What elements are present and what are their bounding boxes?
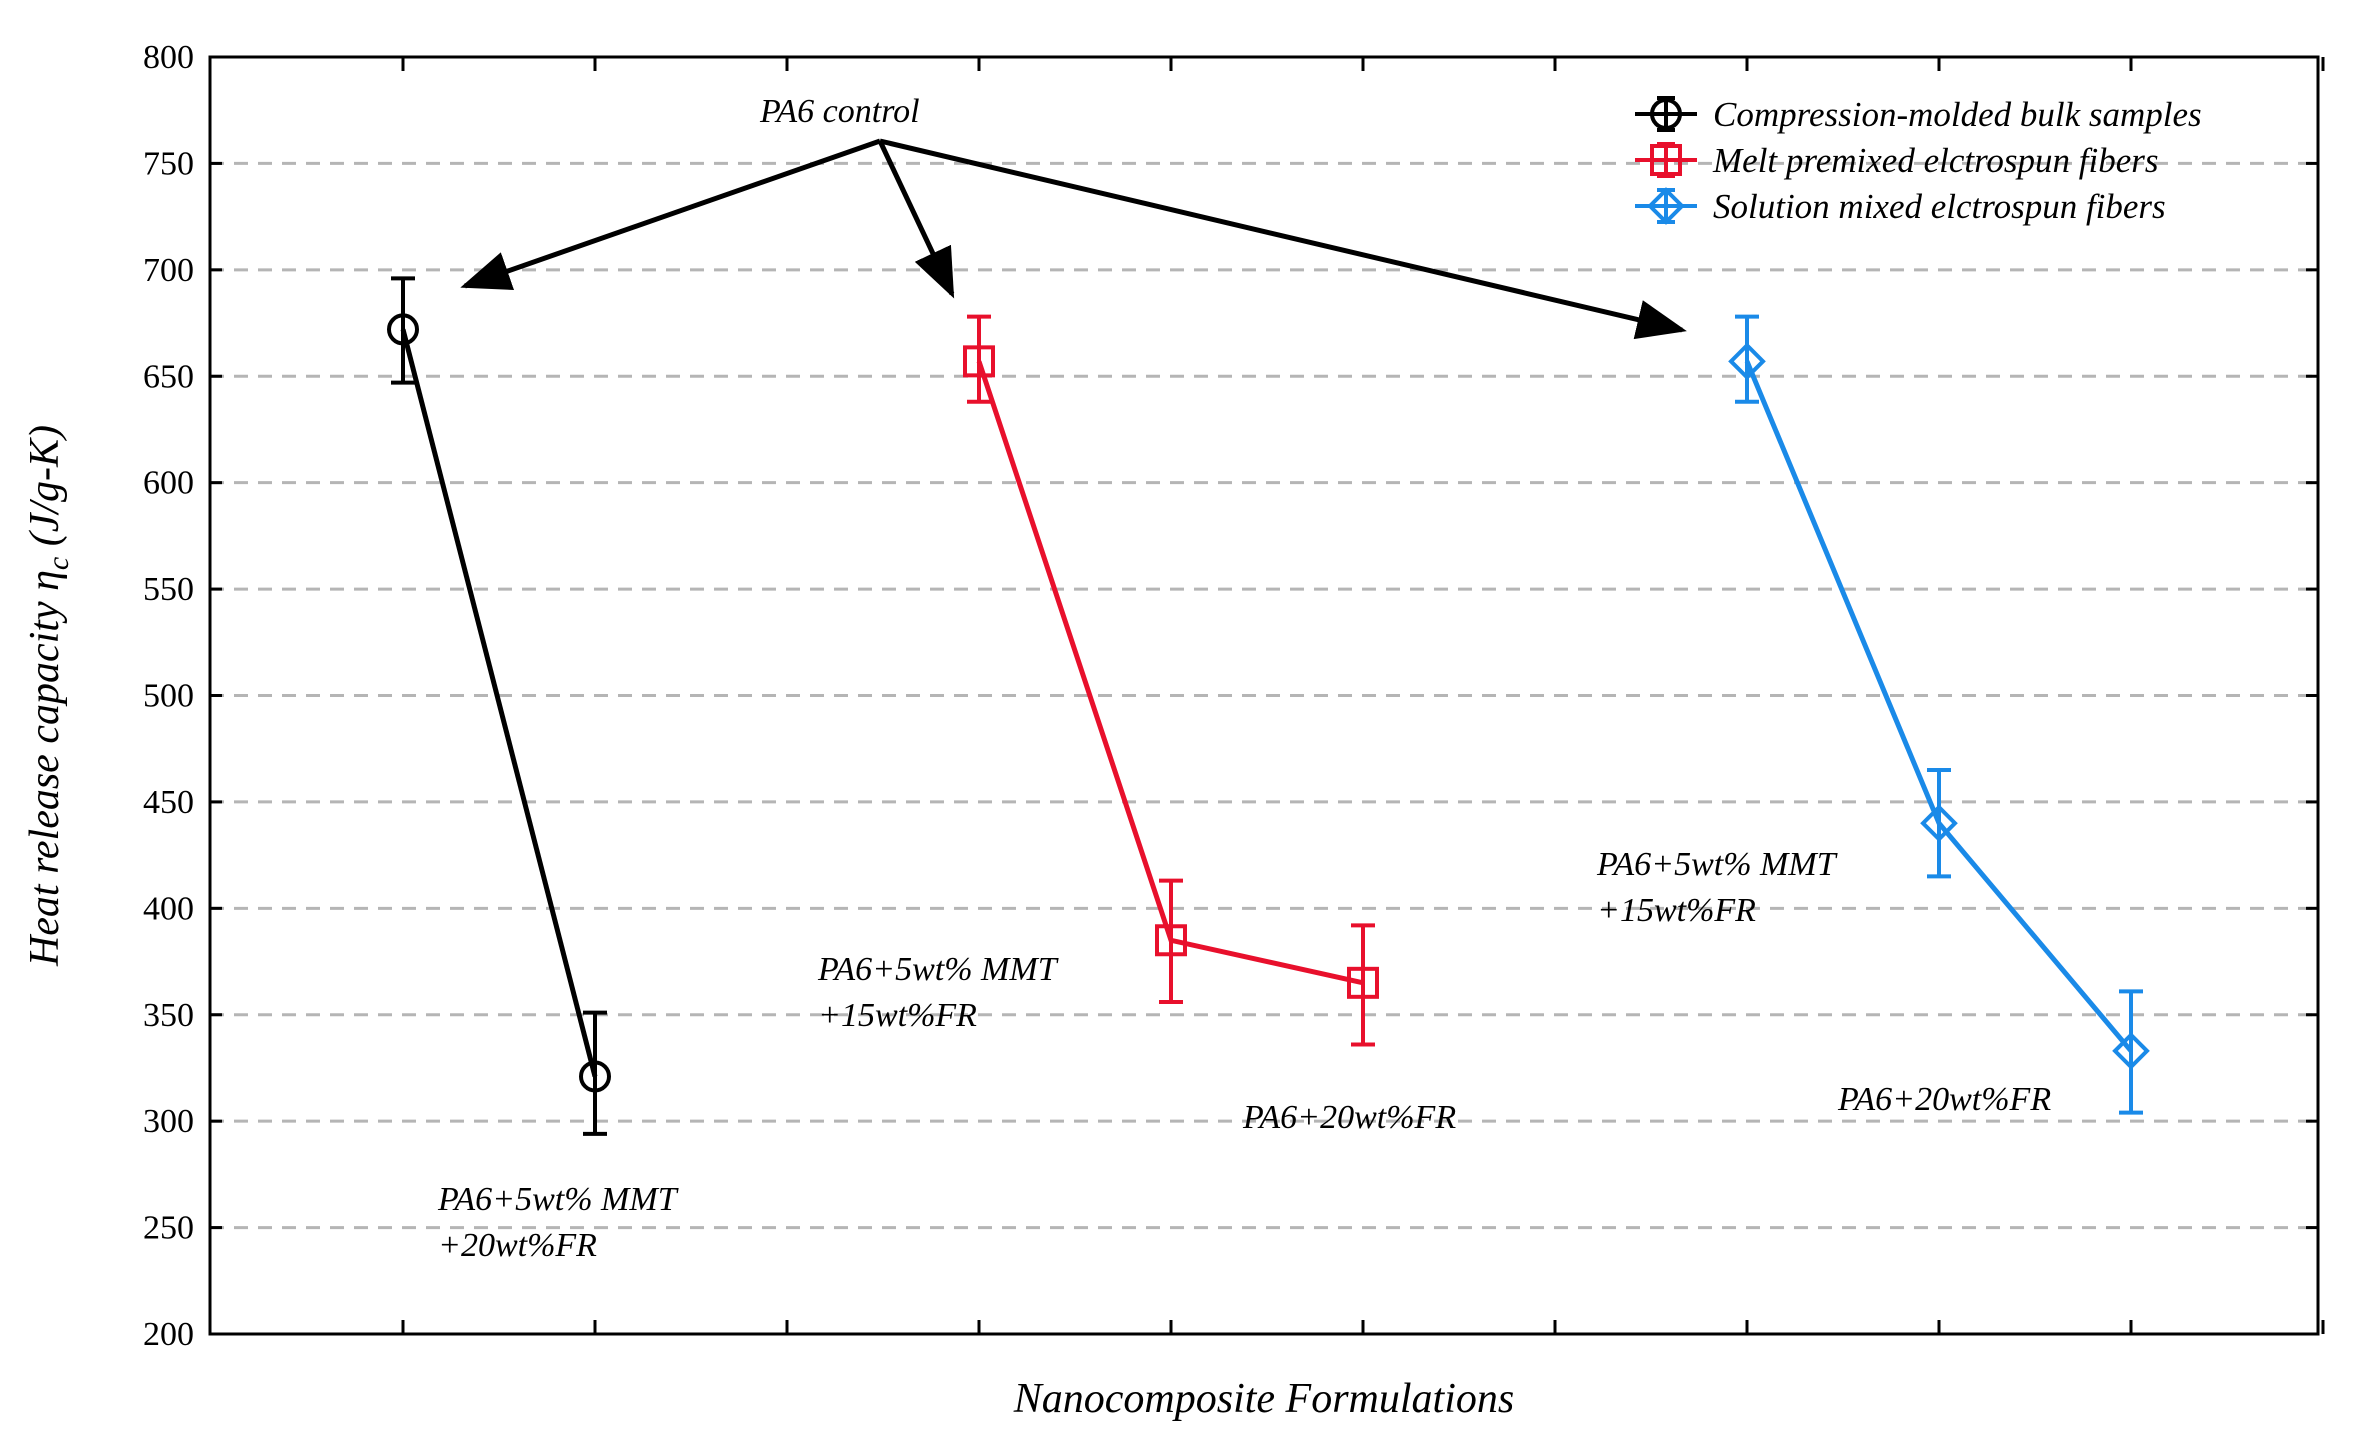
axis-ticks: 200 250 300 350 400 450 500 550 600 650 700 750 800 — [143, 39, 2325, 1353]
annotation-line: +15wt%FR — [818, 997, 977, 1034]
data-point — [1650, 98, 1682, 130]
y-tick-label: 700 — [143, 252, 194, 289]
arrow — [877, 139, 955, 299]
data-point — [1728, 342, 1766, 381]
annotation-red-low: PA6+20wt%FR — [1242, 1099, 1456, 1136]
series-line — [400, 328, 598, 1078]
arrow — [879, 138, 1687, 340]
annotation-black-low: PA6+5wt% MMT +20wt%FR — [437, 1181, 679, 1264]
series-2 — [963, 314, 1379, 1047]
y-tick-label: 650 — [143, 358, 194, 395]
annotation-line: PA6+5wt% MMT — [437, 1181, 679, 1218]
annotation-line: PA6+5wt% MMT — [1596, 846, 1838, 883]
annotation-line: PA6+5wt% MMT — [817, 951, 1059, 988]
y-tick-label: 300 — [143, 1103, 194, 1140]
data-point — [1650, 144, 1682, 176]
y-tick-label: 550 — [143, 571, 194, 608]
legend-label: Compression-molded bulk samples — [1713, 95, 2202, 134]
data-point — [1347, 966, 1379, 999]
y-axis-title-unit: (J/g-K) — [22, 425, 68, 557]
x-axis-title: Nanocomposite Formulations — [1013, 1376, 1515, 1422]
legend-entry-1: Compression-molded bulk samples — [1635, 95, 2202, 134]
data-point — [1155, 924, 1187, 957]
annotation-red-mid: PA6+5wt% MMT +15wt%FR — [817, 951, 1059, 1034]
y-tick-label: 200 — [143, 1316, 194, 1353]
axis-titles: Nanocomposite Formulations Heat release c… — [22, 425, 1514, 1422]
grid-lines — [210, 161, 2318, 1230]
y-tick-label: 800 — [143, 39, 194, 76]
annotation-blue-mid: PA6+5wt% MMT +15wt%FR — [1596, 846, 1838, 929]
series-line — [1744, 360, 2133, 1053]
data-series — [387, 276, 2150, 1136]
y-tick-label: 450 — [143, 784, 194, 821]
series-1 — [387, 276, 611, 1136]
data-point — [1920, 804, 1958, 843]
y-axis-title: Heat release capacity ηc (J/g-K) — [22, 425, 75, 967]
y-tick-label: 350 — [143, 997, 194, 1034]
data-point — [1647, 187, 1685, 225]
annotation-blue-low: PA6+20wt%FR — [1837, 1081, 2051, 1118]
data-point — [2112, 1032, 2150, 1070]
y-tick-label: 500 — [143, 678, 194, 715]
annotation-line: PA6+20wt%FR — [1242, 1099, 1456, 1136]
annotation-pa6: PA6 control — [759, 93, 920, 130]
legend: Compression-molded bulk samples Melt prem… — [1635, 95, 2202, 226]
y-tick-label: 400 — [143, 890, 194, 927]
y-axis-title-main: Heat release capacity η — [22, 570, 68, 967]
annotation-line: PA6+20wt%FR — [1837, 1081, 2051, 1118]
annotation-line: +20wt%FR — [438, 1227, 597, 1264]
annotation-line: +15wt%FR — [1597, 892, 1756, 929]
data-point — [387, 313, 419, 346]
data-point — [579, 1060, 611, 1093]
legend-entry-3: Solution mixed elctrospun fibers — [1635, 187, 2166, 226]
arrow — [460, 138, 881, 291]
annotation-line: PA6 control — [759, 93, 920, 130]
y-tick-label: 600 — [143, 465, 194, 502]
data-point — [963, 345, 995, 378]
legend-entry-2: Melt premixed elctrospun fibers — [1635, 141, 2159, 180]
y-axis-title-subscript: c — [42, 557, 75, 570]
y-tick-label: 750 — [143, 145, 194, 182]
y-tick-label: 250 — [143, 1210, 194, 1247]
legend-label: Solution mixed elctrospun fibers — [1713, 187, 2166, 226]
series-3 — [1728, 314, 2150, 1115]
pa6-control-arrows — [460, 138, 1687, 340]
legend-label: Melt premixed elctrospun fibers — [1712, 141, 2159, 180]
